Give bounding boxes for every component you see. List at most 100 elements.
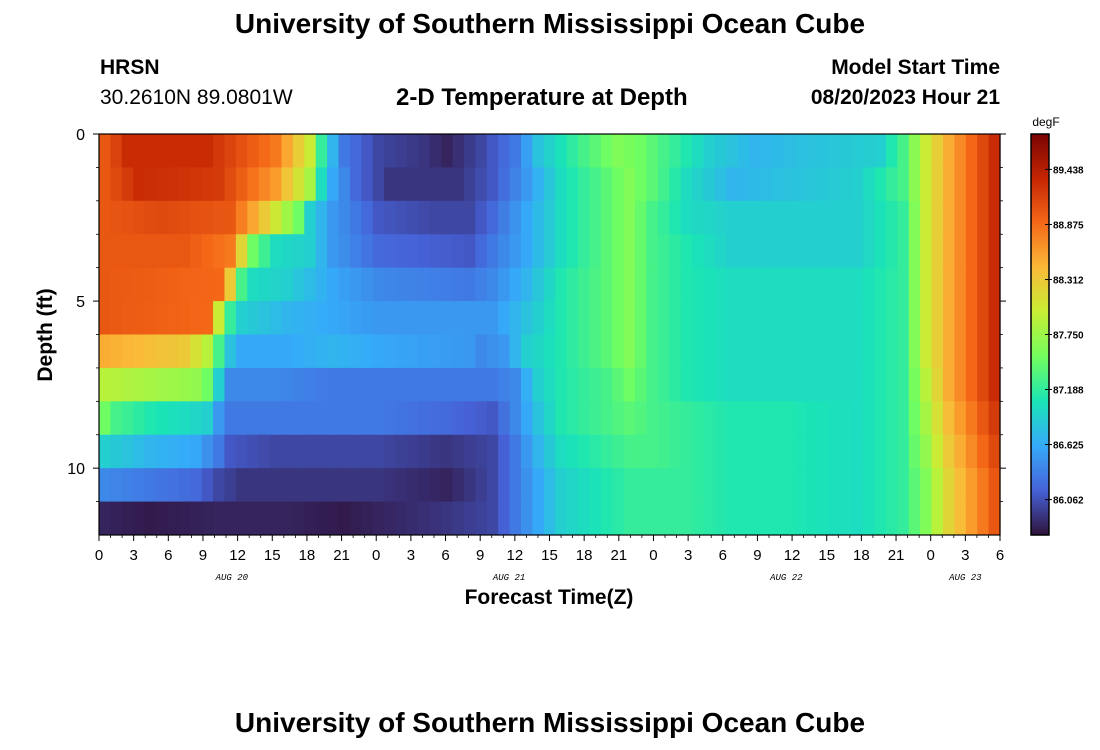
heatmap-cell (475, 134, 488, 168)
heatmap-cell (863, 334, 876, 369)
heatmap-cell (190, 401, 203, 436)
heatmap-cell (851, 468, 864, 502)
heatmap-cell (520, 200, 533, 235)
heatmap-cell (190, 367, 203, 402)
heatmap-cell (840, 234, 853, 269)
heatmap-cell (566, 434, 579, 469)
heatmap-cell (372, 334, 385, 369)
heatmap-cell (612, 134, 625, 168)
page-title: University of Southern Mississippi Ocean… (234, 8, 866, 39)
heatmap-cell (988, 468, 1001, 502)
heatmap-cell (908, 134, 921, 168)
heatmap-cell (463, 234, 476, 269)
heatmap-cell (304, 301, 317, 335)
heatmap-cell (258, 267, 271, 302)
heatmap-cell (589, 134, 602, 168)
heatmap-cell (726, 167, 739, 202)
heatmap-cell (338, 434, 351, 469)
heatmap-cell (954, 434, 967, 469)
heatmap-cell (121, 367, 134, 402)
heatmap-cell (99, 434, 112, 469)
heatmap-cell (828, 501, 841, 536)
heatmap-cell (817, 434, 830, 469)
heatmap-cell (555, 434, 568, 469)
heatmap-cell (224, 234, 237, 269)
heatmap-cell (452, 301, 465, 335)
heatmap-cell (258, 301, 271, 335)
heatmap-cell (498, 434, 511, 469)
heatmap-cell (201, 501, 214, 536)
heatmap-cell (806, 434, 819, 469)
heatmap-cell (475, 167, 488, 202)
heatmap-cell (486, 200, 499, 235)
heatmap-cell (133, 167, 146, 202)
heatmap-cell (703, 334, 716, 369)
heatmap-cell (726, 134, 739, 168)
x-tick-label: 0 (95, 547, 103, 564)
heatmap-cell (749, 434, 762, 469)
heatmap-cell (840, 468, 853, 502)
heatmap-cell (954, 401, 967, 436)
heatmap-cell (828, 301, 841, 335)
heatmap-cell (612, 301, 625, 335)
heatmap-cell (851, 200, 864, 235)
heatmap-cell (201, 434, 214, 469)
heatmap-cell (349, 468, 362, 502)
heatmap-cell (361, 234, 374, 269)
heatmap-cell (555, 367, 568, 402)
heatmap-cell (201, 334, 214, 369)
heatmap-cell (965, 234, 978, 269)
heatmap-cell (954, 501, 967, 536)
heatmap-cell (965, 200, 978, 235)
heatmap-cell (578, 234, 591, 269)
heatmap-cell (327, 234, 340, 269)
heatmap-cell (452, 468, 465, 502)
heatmap-cell (144, 301, 157, 335)
heatmap-cell (452, 434, 465, 469)
heatmap-cell (441, 334, 454, 369)
heatmap-cell (281, 401, 294, 436)
heatmap-cell (372, 234, 385, 269)
heatmap-cell (498, 200, 511, 235)
heatmap-cell (703, 134, 716, 168)
heatmap-cell (395, 200, 408, 235)
heatmap-cell (133, 468, 146, 502)
heatmap-cell (942, 401, 955, 436)
heatmap-cell (156, 401, 169, 436)
heatmap-cell (133, 234, 146, 269)
heatmap-cell (486, 301, 499, 335)
heatmap-cell (384, 267, 397, 302)
heatmap-cell (600, 501, 613, 536)
heatmap-cell (144, 468, 157, 502)
heatmap-cell (463, 501, 476, 536)
heatmap-cell (600, 301, 613, 335)
heatmap-cell (954, 468, 967, 502)
heatmap-cell (486, 134, 499, 168)
heatmap-cell (942, 334, 955, 369)
heatmap-cell (988, 234, 1001, 269)
heatmap-cell (863, 468, 876, 502)
heatmap-cell (897, 401, 910, 436)
heatmap-cell (555, 501, 568, 536)
heatmap-cell (167, 267, 180, 302)
heatmap-cell (874, 167, 887, 202)
heatmap-cell (384, 434, 397, 469)
heatmap-cell (190, 167, 203, 202)
heatmap-cell (942, 367, 955, 402)
heatmap-cell (304, 367, 317, 402)
heatmap-cell (840, 434, 853, 469)
heatmap-cell (532, 134, 545, 168)
heatmap-cell (714, 367, 727, 402)
heatmap-cell (338, 267, 351, 302)
heatmap-cell (555, 267, 568, 302)
heatmap-cell (988, 334, 1001, 369)
heatmap-cell (600, 468, 613, 502)
heatmap-cell (406, 301, 419, 335)
heatmap-cell (840, 501, 853, 536)
heatmap-cell (110, 167, 123, 202)
heatmap-cell (406, 468, 419, 502)
heatmap-cell (349, 367, 362, 402)
heatmap-cell (463, 468, 476, 502)
heatmap-cell (897, 434, 910, 469)
heatmap-cell (475, 401, 488, 436)
